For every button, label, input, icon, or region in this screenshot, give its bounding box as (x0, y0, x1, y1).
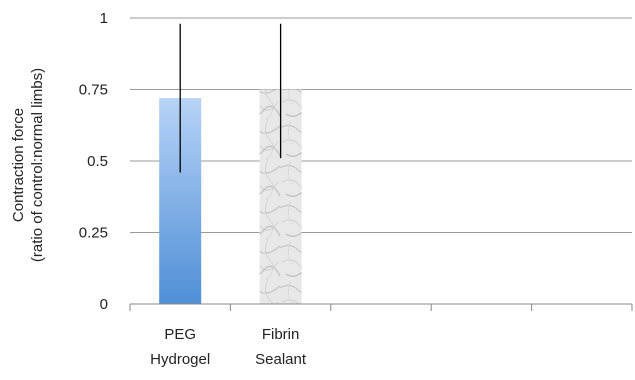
y-tick-label: 0 (100, 296, 108, 313)
y-axis-title: Contraction force (ratio of control:norm… (10, 68, 46, 262)
x-category-label-line2: Sealant (255, 351, 307, 368)
x-category-label-line1: Fibrin (262, 326, 300, 343)
y-axis-title-line1: Contraction force (10, 108, 27, 222)
y-tick-labels: 0 0.25 0.5 0.75 1 (79, 10, 108, 313)
x-axis (129, 303, 633, 311)
error-bars (179, 23, 282, 173)
x-category-labels: PEG Hydrogel Fibrin Sealant (150, 326, 307, 368)
gridlines (130, 17, 632, 233)
y-axis-title-line2: (ratio of control:normal limbs) (29, 68, 46, 262)
y-tick-label: 0.75 (79, 82, 108, 99)
x-category-label-line1: PEG (164, 326, 196, 343)
y-tick-label: 0.5 (87, 153, 108, 170)
y-tick-label: 1 (100, 10, 108, 27)
y-tick-label: 0.25 (79, 225, 108, 242)
x-category-label-line2: Hydrogel (150, 351, 210, 368)
